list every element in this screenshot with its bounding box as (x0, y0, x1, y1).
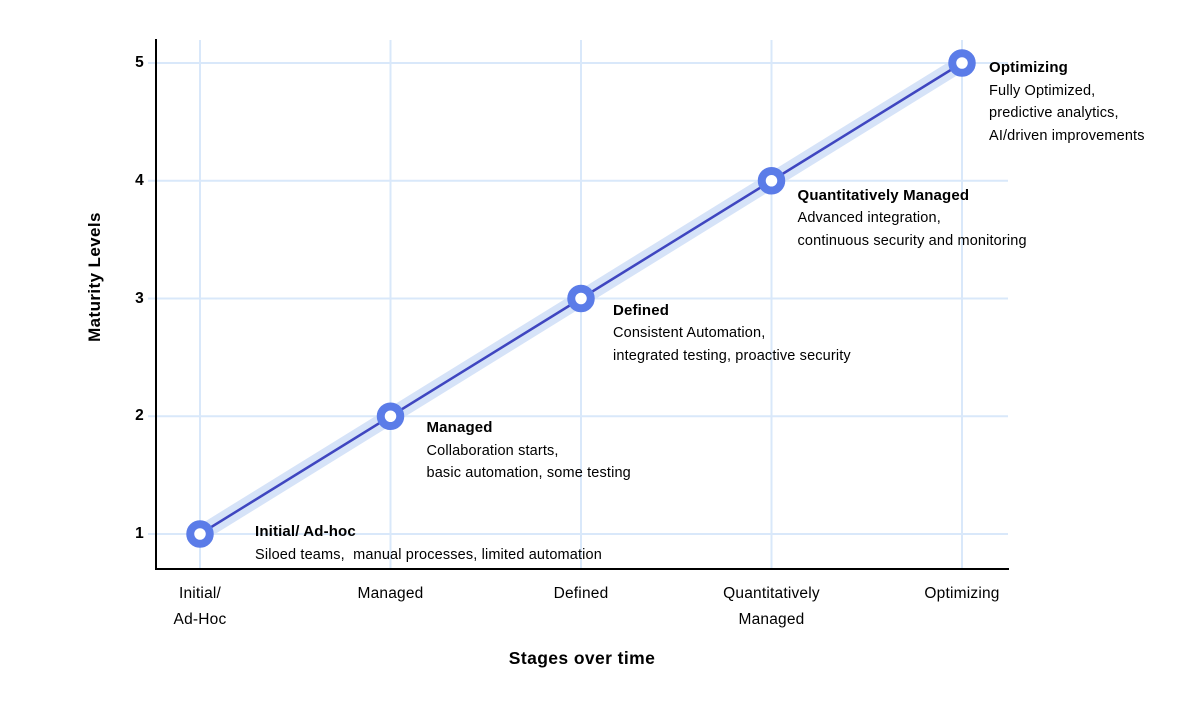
y-tick-label: 3 (135, 289, 144, 307)
y-tick-label: 5 (135, 54, 144, 71)
x-tick-label: Defined (553, 585, 609, 602)
annotation-line: basic automation, some testing (426, 465, 631, 482)
x-axis-title: Stages over time (508, 648, 656, 668)
point-annotation: Quantitatively Managed Advanced integrati… (798, 185, 1027, 253)
x-tick-label: Managed (357, 585, 424, 602)
x-tick-label: Optimizing (924, 585, 1000, 602)
data-point-marker (757, 167, 786, 195)
data-point-marker (376, 402, 405, 430)
data-point-marker (948, 49, 976, 77)
y-tick-label: 2 (135, 407, 144, 425)
data-point-marker (567, 284, 595, 313)
x-tick-label: Initial/ Ad-Hoc (173, 585, 227, 628)
x-tick-label: Quantitatively Managed (723, 585, 820, 628)
annotation-line: Consistent Automation, (613, 325, 766, 341)
y-tick-label: 4 (135, 171, 144, 189)
annotation-line: Advanced integration, (797, 210, 941, 227)
point-annotation: Managed Collaboration starts, basic automa… (427, 417, 631, 485)
annotation-line: Collaboration starts, (426, 442, 559, 459)
annotation-line: Siloed teams, manual processes, limited … (255, 546, 602, 563)
annotation-line: integrated testing, proactive security (613, 347, 851, 364)
annotation-title: Initial/ Ad-hoc (255, 523, 356, 540)
annotation-line: Fully Optimized, (989, 82, 1096, 99)
annotation-line: predictive analytics, (989, 105, 1119, 121)
annotation-title: Managed (426, 419, 493, 437)
data-point-marker (186, 520, 214, 548)
y-axis-title: Maturity Levels (85, 212, 104, 342)
annotation-line: continuous security and monitoring (797, 232, 1027, 249)
y-tick-label: 1 (135, 525, 144, 542)
point-annotation: Optimizing Fully Optimized, predictive ana… (989, 57, 1145, 147)
point-annotation: Defined Consistent Automation, integrated … (613, 300, 851, 368)
annotation-title: Optimizing (989, 59, 1068, 76)
annotation-line: AI/driven improvements (989, 127, 1145, 144)
annotation-title: Quantitatively Managed (797, 186, 970, 204)
point-annotation: Initial/ Ad-hoc Siloed teams, manual proc… (255, 521, 602, 566)
annotation-title: Defined (613, 301, 670, 319)
